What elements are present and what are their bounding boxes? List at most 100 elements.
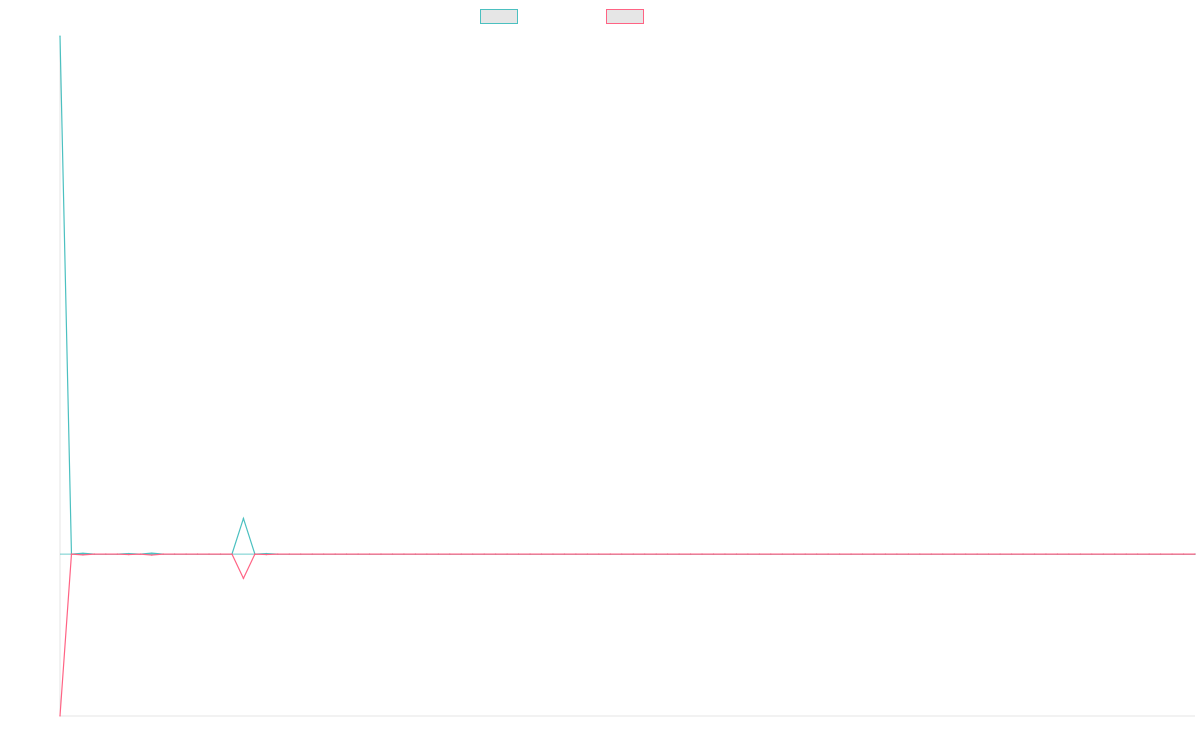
series-2-point[interactable] [1010,553,1013,555]
series-1-point[interactable] [59,35,61,37]
series-2-point[interactable] [414,553,417,555]
legend-item-series-1[interactable] [480,9,524,24]
series-2-point[interactable] [59,715,61,717]
series-2-point[interactable] [494,553,497,555]
series-2-point[interactable] [1079,553,1082,555]
series-2-point[interactable] [999,553,1001,555]
series-2-point[interactable] [277,553,279,555]
series-2-point[interactable] [1068,553,1070,555]
series-2-point[interactable] [770,553,772,555]
series-2-point[interactable] [357,553,359,555]
series-2-point[interactable] [391,553,394,555]
series-2-point[interactable] [643,553,646,555]
series-2-point[interactable] [689,553,692,555]
series-1-point[interactable] [82,552,84,555]
series-2-point[interactable] [1091,553,1093,555]
series-2-point[interactable] [288,553,291,555]
series-2-point[interactable] [712,553,715,555]
series-2-point[interactable] [1194,553,1196,555]
series-2-point[interactable] [827,553,829,555]
series-2-point[interactable] [586,553,589,555]
series-2-point[interactable] [747,553,749,555]
series-2-point[interactable] [1102,553,1105,555]
series-2-point[interactable] [563,553,566,555]
series-2-point[interactable] [1136,553,1139,555]
series-2-point[interactable] [540,553,543,555]
series-1-point[interactable] [150,552,153,554]
series-2-point[interactable] [82,554,84,556]
series-2-point[interactable] [105,553,107,555]
series-2-point[interactable] [368,553,371,555]
series-2-point[interactable] [964,553,967,555]
series-2-point[interactable] [575,553,577,555]
series-2-point[interactable] [815,553,818,555]
series-2-point[interactable] [139,553,142,555]
series-2-point[interactable] [380,553,382,555]
series-2-point[interactable] [162,553,164,555]
series-2-point[interactable] [1022,553,1024,555]
series-2-point[interactable] [781,553,784,555]
series-2-point[interactable] [724,553,726,555]
series-2-point[interactable] [884,553,887,555]
series-2-point[interactable] [403,553,405,555]
series-2-point[interactable] [655,553,657,555]
series-2-point[interactable] [896,553,898,555]
legend-item-series-2[interactable] [606,9,650,24]
series-2-point[interactable] [173,553,176,555]
series-2-point[interactable] [1125,553,1128,555]
series-2-point[interactable] [1045,553,1047,555]
series-2-point[interactable] [437,553,440,555]
series-2-point[interactable] [483,553,485,555]
series-2-point[interactable] [598,553,600,555]
series-2-point[interactable] [953,553,956,555]
series-2-point[interactable] [1171,553,1173,555]
series-2-point[interactable] [987,553,990,555]
series-2-point[interactable] [517,553,520,555]
series-2-point[interactable] [70,553,73,555]
series-2-point[interactable] [311,553,314,555]
series-2-point[interactable] [254,553,256,555]
series-2-point[interactable] [334,553,336,555]
series-2-point[interactable] [758,553,761,555]
series-2-point[interactable] [1113,553,1116,555]
series-2-point[interactable] [701,553,703,555]
series-2-point[interactable] [196,553,199,555]
series-2-point[interactable] [552,553,554,555]
series-2-point[interactable] [873,553,875,555]
series-2-point[interactable] [976,553,978,555]
series-2-point[interactable] [426,553,428,555]
series-2-point[interactable] [678,553,680,555]
series-2-point[interactable] [930,553,933,555]
series-2-point[interactable] [219,553,222,555]
series-2-point[interactable] [850,553,852,555]
series-2-point[interactable] [735,553,738,555]
series-2-point[interactable] [861,553,864,555]
series-2-point[interactable] [460,553,463,555]
series-2-point[interactable] [632,553,635,555]
series-2-point[interactable] [345,553,348,555]
series-2-point[interactable] [1148,553,1150,555]
series-2-point[interactable] [93,553,96,555]
series-2-point[interactable] [471,553,474,555]
series-2-point[interactable] [907,553,910,555]
series-2-point[interactable] [804,553,807,555]
series-2-point[interactable] [448,553,451,555]
series-2-point[interactable] [919,553,921,555]
series-2-point[interactable] [838,553,841,555]
series-2-point[interactable] [322,553,325,555]
series-2-point[interactable] [620,553,623,555]
series-2-point[interactable] [116,553,119,555]
series-2-point[interactable] [1056,553,1059,555]
series-2-point[interactable] [299,553,302,555]
series-2-point[interactable] [231,553,233,555]
series-2-point[interactable] [150,554,153,556]
series-2-point[interactable] [941,553,944,555]
series-1-line[interactable] [59,35,1195,555]
series-2-point[interactable] [609,553,612,555]
series-2-point[interactable] [1182,553,1185,555]
series-2-point[interactable] [506,553,508,555]
series-2-point[interactable] [1159,553,1162,555]
series-2-point[interactable] [666,553,669,555]
series-2-point[interactable] [208,553,210,555]
series-2-line[interactable] [59,553,1195,717]
